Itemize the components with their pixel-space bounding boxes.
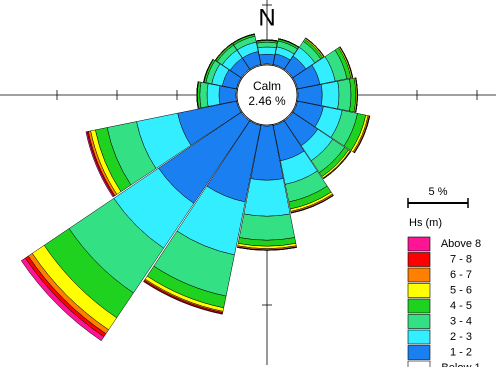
wedge-segment <box>339 46 354 78</box>
legend-title: Hs (m) <box>409 217 442 229</box>
wedge-segment <box>199 81 209 109</box>
wedge-segment <box>85 131 115 198</box>
wedge-segment <box>354 115 371 154</box>
wedge-segment <box>206 83 221 107</box>
legend-swatch <box>407 329 431 345</box>
scale-bar-label: 5 % <box>429 186 448 198</box>
legend-label: Above 8 <box>441 238 481 250</box>
legend-label: 2 - 3 <box>450 331 472 343</box>
legend-swatch <box>407 267 431 283</box>
calm-value: 2.46 % <box>248 94 286 108</box>
wedge-segment <box>355 77 358 113</box>
legend-label: 6 - 7 <box>450 269 472 281</box>
wedge-segment <box>203 59 214 83</box>
legend-label: 4 - 5 <box>450 300 472 312</box>
legend-swatch <box>407 360 431 367</box>
legend-label: 5 - 6 <box>450 284 472 296</box>
wedge-segment <box>215 43 233 61</box>
legend-label: Below 1 <box>441 362 480 367</box>
legend-swatch <box>407 345 431 360</box>
wedge-segment <box>239 213 295 241</box>
wedge-segment <box>257 46 277 56</box>
wedge-segment <box>143 280 223 315</box>
legend-label: 1 - 2 <box>450 346 472 358</box>
legend-swatch <box>407 252 431 267</box>
wedge-segment <box>320 80 340 110</box>
wedge-segment <box>337 78 352 112</box>
legend-swatch <box>407 298 431 314</box>
calm-title: Calm <box>253 79 281 93</box>
legend-swatch <box>407 314 431 329</box>
wedge-segment <box>256 41 278 49</box>
wedge-segment <box>323 151 352 180</box>
wedge-segment <box>290 195 334 214</box>
calm-circle <box>236 64 298 126</box>
legend-label: 3 - 4 <box>450 315 472 327</box>
wedge-segment <box>20 257 105 342</box>
legend-swatch <box>407 236 431 252</box>
wedge-segment <box>232 33 255 44</box>
legend-swatch <box>407 283 431 298</box>
wedge-segment <box>243 178 291 217</box>
wedge-segment <box>218 85 237 105</box>
wedge-segment <box>258 53 276 65</box>
legend-label: 7 - 8 <box>450 253 472 265</box>
